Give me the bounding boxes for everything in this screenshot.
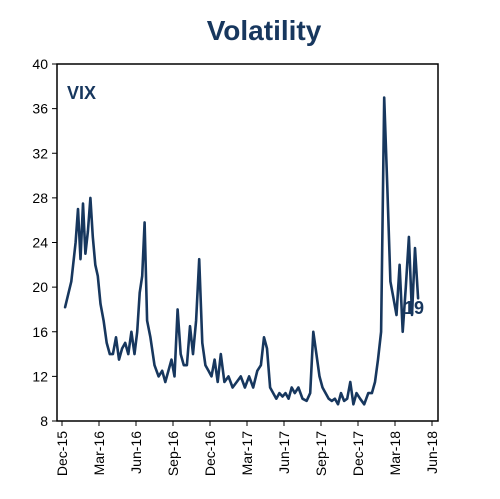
series-layer [63, 96, 420, 406]
x-tick-label: Mar-17 [239, 431, 255, 476]
x-tick-label: Dec-16 [202, 431, 218, 476]
y-axis: 8 12 16 20 24 28 32 36 40 [32, 56, 57, 429]
y-tick-label: 20 [32, 279, 48, 295]
y-tick-label: 24 [32, 235, 48, 251]
end-value-label: 19 [404, 298, 424, 318]
x-tick-label: Dec-15 [54, 431, 70, 476]
y-tick-label: 16 [32, 324, 48, 340]
x-axis: Dec-15 Mar-16 Jun-16 Sep-16 Dec-16 Mar-17 Jun-… [54, 421, 440, 476]
y-tick-label: 8 [40, 413, 48, 429]
x-tick-label: Dec-17 [350, 431, 366, 476]
x-tick-label: Sep-17 [313, 431, 329, 476]
y-tick-label: 40 [32, 56, 48, 72]
vix-series-line [63, 96, 420, 406]
x-tick-label: Jun-18 [424, 431, 440, 474]
x-tick-label: Mar-18 [387, 431, 403, 476]
x-tick-label: Jun-17 [276, 431, 292, 474]
plot-frame [56, 63, 439, 422]
y-tick-label: 36 [32, 101, 48, 117]
series-label-vix: VIX [67, 83, 96, 103]
y-tick-label: 28 [32, 190, 48, 206]
x-tick-label: Mar-16 [91, 431, 107, 476]
chart-title: Volatility [207, 15, 322, 46]
y-tick-label: 12 [32, 368, 48, 384]
x-tick-label: Sep-16 [165, 431, 181, 476]
y-tick-label: 32 [32, 145, 48, 161]
x-tick-label: Jun-16 [128, 431, 144, 474]
